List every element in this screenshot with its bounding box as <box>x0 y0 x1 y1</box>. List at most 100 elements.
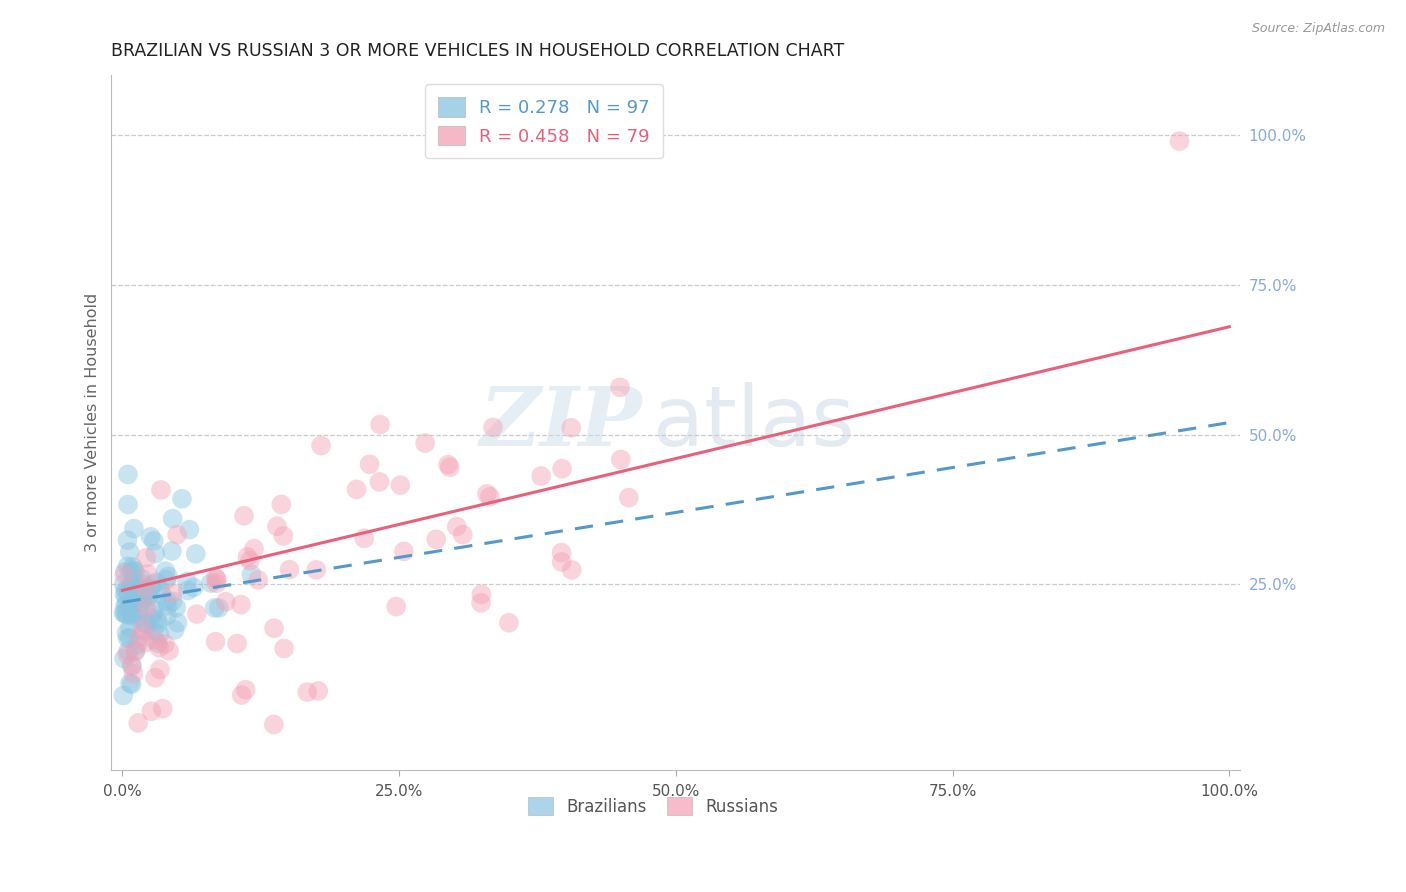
Point <box>156 599 179 613</box>
Point <box>239 554 262 568</box>
Point <box>170 491 193 506</box>
Point <box>135 616 157 631</box>
Point <box>162 586 184 600</box>
Point <box>165 600 187 615</box>
Point <box>132 589 155 603</box>
Point <box>482 420 505 434</box>
Point <box>278 563 301 577</box>
Point <box>139 530 162 544</box>
Point <box>118 621 141 635</box>
Point <box>551 461 574 475</box>
Point <box>148 640 170 655</box>
Point <box>132 585 155 599</box>
Legend: Brazilians, Russians: Brazilians, Russians <box>520 789 786 824</box>
Point <box>368 475 391 489</box>
Point <box>157 569 180 583</box>
Point <box>205 573 228 587</box>
Point <box>114 599 136 613</box>
Point <box>305 563 328 577</box>
Point <box>353 531 375 545</box>
Point <box>617 491 640 505</box>
Point <box>120 577 142 591</box>
Point <box>141 577 163 591</box>
Y-axis label: 3 or more Vehicles in Household: 3 or more Vehicles in Household <box>86 293 100 552</box>
Point <box>1168 134 1191 148</box>
Point <box>307 684 329 698</box>
Point <box>128 611 150 625</box>
Point <box>135 601 157 615</box>
Point <box>236 549 259 564</box>
Point <box>229 598 252 612</box>
Point <box>153 637 176 651</box>
Point <box>205 571 228 585</box>
Point <box>112 651 135 665</box>
Point <box>128 631 150 645</box>
Point <box>247 573 270 587</box>
Point <box>149 663 172 677</box>
Point <box>148 627 170 641</box>
Point <box>346 483 368 497</box>
Point <box>240 567 263 582</box>
Point <box>121 657 143 672</box>
Point <box>143 632 166 647</box>
Point <box>162 511 184 525</box>
Point <box>117 467 139 482</box>
Point <box>136 591 159 605</box>
Point <box>143 603 166 617</box>
Point <box>143 624 166 638</box>
Point <box>117 498 139 512</box>
Point <box>121 677 143 691</box>
Point <box>270 497 292 511</box>
Point <box>235 682 257 697</box>
Point <box>413 436 436 450</box>
Point <box>120 565 142 579</box>
Point <box>115 625 138 640</box>
Point <box>121 579 143 593</box>
Point <box>122 666 145 681</box>
Point <box>162 594 184 608</box>
Point <box>184 547 207 561</box>
Point <box>115 605 138 619</box>
Point <box>149 483 172 497</box>
Point <box>142 607 165 622</box>
Point <box>145 575 167 590</box>
Point <box>117 644 139 658</box>
Point <box>122 522 145 536</box>
Text: atlas: atlas <box>654 382 855 463</box>
Point <box>498 615 520 630</box>
Point <box>155 573 177 587</box>
Point <box>475 487 498 501</box>
Point <box>132 577 155 591</box>
Point <box>183 581 205 595</box>
Point <box>243 541 266 556</box>
Point <box>134 582 156 596</box>
Point <box>359 457 381 471</box>
Point <box>143 671 166 685</box>
Point <box>112 567 135 582</box>
Point <box>425 533 447 547</box>
Point <box>122 582 145 597</box>
Point <box>115 590 138 604</box>
Point <box>389 478 412 492</box>
Point <box>610 452 633 467</box>
Point <box>120 598 142 612</box>
Point <box>135 582 157 596</box>
Point <box>131 594 153 608</box>
Point <box>124 644 146 658</box>
Point <box>215 595 238 609</box>
Point <box>205 576 228 591</box>
Point <box>561 563 583 577</box>
Point <box>233 508 256 523</box>
Point <box>121 606 143 620</box>
Point <box>117 631 139 645</box>
Point <box>179 523 201 537</box>
Point <box>309 439 332 453</box>
Point <box>139 582 162 596</box>
Point <box>132 591 155 606</box>
Point <box>392 544 415 558</box>
Point <box>121 607 143 622</box>
Point <box>609 380 631 394</box>
Point <box>177 583 200 598</box>
Point <box>112 606 135 620</box>
Point <box>446 519 468 533</box>
